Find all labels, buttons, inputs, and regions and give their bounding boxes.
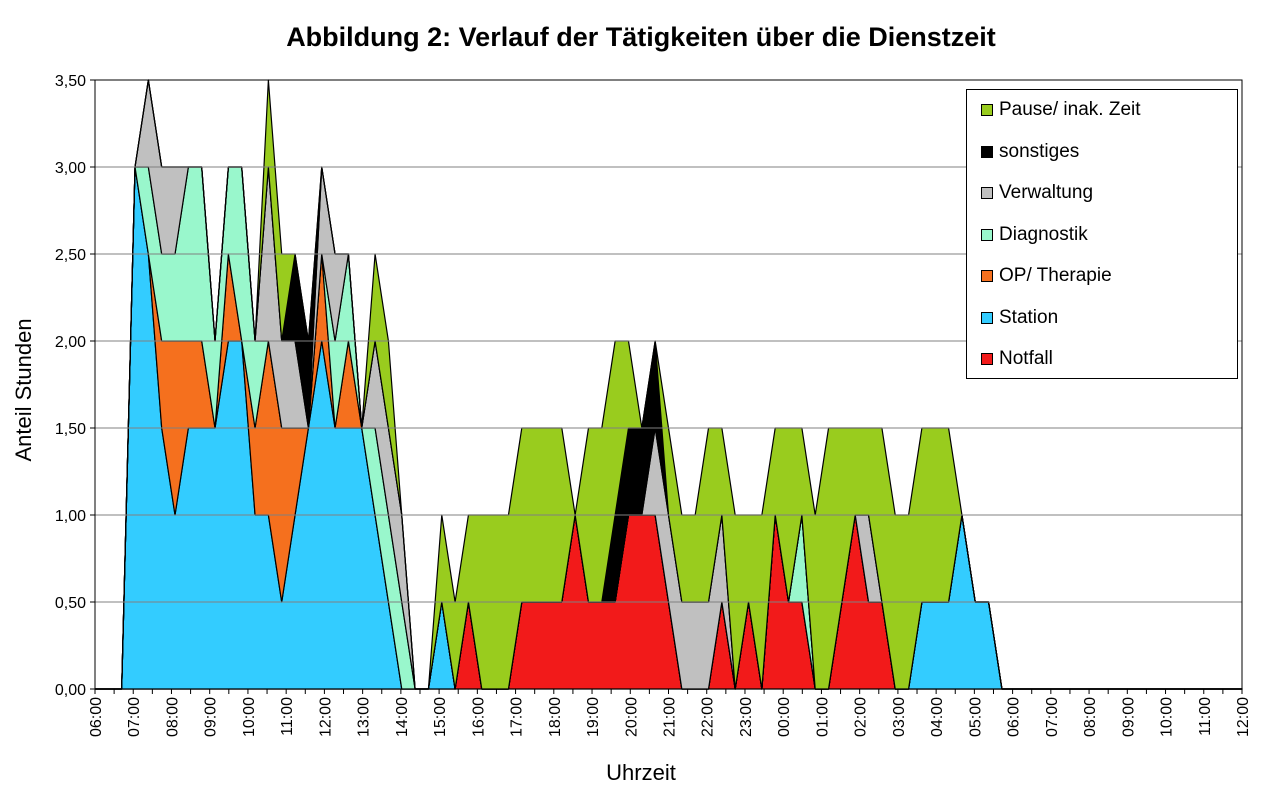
x-tick-label: 07:00 bbox=[126, 697, 143, 737]
legend-item: Verwaltung bbox=[981, 182, 1093, 204]
x-tick-label: 18:00 bbox=[547, 697, 564, 737]
x-tick-label: 08:00 bbox=[164, 697, 181, 737]
x-tick-label: 02:00 bbox=[853, 697, 870, 737]
legend-label: Notfall bbox=[999, 348, 1053, 369]
y-tick-label: 2,50 bbox=[55, 247, 86, 264]
x-tick-label: 06:00 bbox=[1006, 697, 1023, 737]
x-tick-label: 14:00 bbox=[394, 697, 411, 737]
legend-swatch bbox=[981, 145, 993, 158]
x-tick-label: 05:00 bbox=[967, 697, 984, 737]
legend-swatch bbox=[981, 353, 993, 365]
legend-label: Station bbox=[999, 306, 1059, 328]
legend-label: OP/ Therapie bbox=[999, 265, 1112, 286]
tick-labels-layer: 0,00 0,50 1,00 1,50 2,00 2,50 3,00 3,50 06:00 07:… bbox=[55, 73, 1252, 737]
x-tick-label: 10:00 bbox=[241, 697, 258, 737]
legend-swatch bbox=[981, 270, 993, 282]
x-tick-label: 19:00 bbox=[585, 697, 602, 737]
x-tick-label: 07:00 bbox=[1044, 697, 1061, 737]
legend-item: Diagnostik bbox=[981, 224, 1088, 246]
legend-swatch bbox=[981, 228, 993, 241]
legend-item: Pause/ inak. Zeit bbox=[981, 99, 1141, 121]
y-axis-label: Anteil Stunden bbox=[11, 318, 36, 462]
legend-label: Verwaltung bbox=[999, 182, 1094, 203]
legend-item: sonstiges bbox=[981, 141, 1079, 163]
y-tick-label: 0,00 bbox=[55, 682, 86, 699]
grid-layer bbox=[95, 166, 1242, 603]
x-tick-label: 09:00 bbox=[1120, 697, 1137, 737]
x-tick-label: 16:00 bbox=[470, 697, 487, 737]
x-tick-label: 20:00 bbox=[623, 697, 640, 737]
x-axis-label: Uhrzeit bbox=[606, 760, 676, 785]
y-tick-label: 3,00 bbox=[55, 160, 86, 177]
y-tick-label: 1,50 bbox=[55, 421, 86, 438]
chart-title: Abbildung 2: Verlauf der Tätigkeiten übe… bbox=[286, 22, 996, 52]
legend: Pause/ inak. Zeit sonstiges Verwaltung Diag… bbox=[966, 89, 1238, 379]
legend-item: OP/ Therapie bbox=[981, 265, 1112, 287]
x-tick-label: 12:00 bbox=[317, 697, 334, 737]
y-tick-label: 1,00 bbox=[55, 508, 86, 525]
x-tick-label: 01:00 bbox=[814, 697, 831, 737]
y-tick-label: 3,50 bbox=[55, 73, 86, 90]
legend-item: Station bbox=[981, 307, 1058, 329]
x-tick-label: 08:00 bbox=[1082, 697, 1099, 737]
legend-swatch bbox=[981, 187, 993, 199]
legend-label: Diagnostik bbox=[999, 223, 1088, 245]
x-tick-label: 22:00 bbox=[700, 697, 717, 737]
x-tick-label: 17:00 bbox=[509, 697, 526, 737]
x-tick-label: 06:00 bbox=[88, 697, 105, 737]
legend-item: Notfall bbox=[981, 348, 1053, 370]
x-tick-label: 11:00 bbox=[279, 697, 296, 736]
legend-swatch bbox=[981, 104, 993, 116]
x-tick-label: 04:00 bbox=[929, 697, 946, 737]
x-tick-label: 13:00 bbox=[356, 697, 373, 737]
x-tick-label: 03:00 bbox=[891, 697, 908, 737]
x-tick-label: 09:00 bbox=[203, 697, 220, 737]
x-tick-label: 10:00 bbox=[1159, 697, 1176, 737]
y-tick-label: 2,00 bbox=[55, 334, 86, 351]
y-tick-label: 0,50 bbox=[55, 595, 86, 612]
x-tick-label: 12:00 bbox=[1235, 697, 1252, 737]
x-tick-label: 23:00 bbox=[738, 697, 755, 737]
legend-label: Pause/ inak. Zeit bbox=[999, 99, 1141, 120]
x-tick-label: 15:00 bbox=[432, 697, 449, 737]
legend-swatch bbox=[981, 311, 993, 324]
x-tick-label: 11:00 bbox=[1197, 697, 1214, 736]
x-tick-label: 00:00 bbox=[776, 697, 793, 737]
axes-layer bbox=[90, 79, 1243, 694]
x-tick-label: 21:00 bbox=[662, 697, 679, 737]
legend-label: sonstiges bbox=[999, 140, 1080, 162]
